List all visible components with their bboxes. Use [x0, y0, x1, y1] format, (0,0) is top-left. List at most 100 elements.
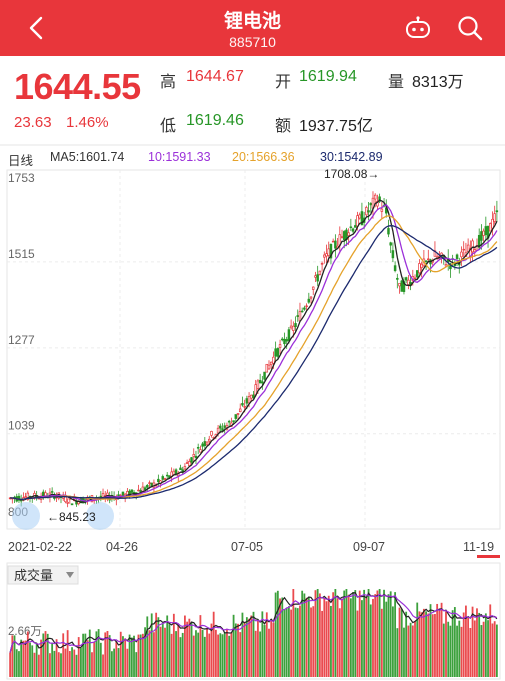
volume-bar — [110, 651, 113, 677]
volume-bar — [230, 632, 233, 677]
candle — [181, 466, 184, 475]
volume-bar — [108, 635, 111, 677]
volume-bar — [234, 623, 237, 677]
volume-bar — [31, 645, 34, 677]
volume-bar — [126, 648, 129, 677]
volume-bar — [429, 604, 432, 677]
volume-bar — [403, 627, 405, 677]
volume-bar — [60, 653, 62, 677]
last-price: 1644.55 — [14, 66, 141, 107]
volume-bar — [456, 625, 458, 677]
volume-selector[interactable]: 成交量 — [7, 565, 79, 585]
volume-bar — [372, 598, 374, 677]
volume-bar — [75, 654, 78, 677]
candle — [26, 490, 30, 501]
volume-bar — [195, 630, 197, 677]
volume-bar — [411, 625, 414, 677]
candle — [360, 202, 364, 226]
volume-bar — [418, 611, 421, 677]
volume-bar — [259, 631, 262, 677]
candle — [289, 319, 293, 330]
candle — [325, 244, 328, 264]
volume-bar — [186, 621, 189, 677]
volume-bar — [221, 634, 224, 677]
volume-bar — [82, 633, 85, 677]
candle — [475, 238, 479, 251]
volume-bar — [206, 628, 208, 677]
volume-bar — [281, 597, 284, 677]
robot-assistant-icon[interactable] — [405, 16, 431, 40]
volume-bar — [431, 614, 434, 677]
volume-bar — [389, 591, 392, 677]
candle — [305, 303, 308, 311]
volume-bar — [491, 623, 494, 677]
volume-chart[interactable]: 成交量 2.66万 — [0, 559, 505, 681]
candle — [225, 422, 229, 431]
back-icon[interactable] — [22, 14, 50, 42]
candle — [66, 498, 69, 508]
title-bar: 锂电池 885710 — [0, 0, 505, 56]
candle — [199, 445, 202, 453]
volume-bar — [487, 620, 489, 677]
volume-bar — [40, 639, 42, 677]
volume-bar — [102, 654, 104, 677]
volume-bar — [391, 606, 394, 677]
candle — [334, 234, 337, 258]
volume-bar — [26, 631, 29, 677]
candle — [320, 261, 324, 272]
low-marker-left[interactable] — [12, 502, 40, 530]
candle — [227, 419, 231, 428]
volume-bar — [478, 612, 481, 677]
period-label[interactable]: 日线 — [8, 154, 34, 168]
candle — [407, 275, 410, 290]
low-marker-right[interactable] — [86, 502, 114, 530]
candle — [188, 458, 191, 467]
volume-bar — [199, 615, 202, 677]
volume-bar — [170, 633, 173, 677]
candle — [17, 493, 21, 504]
volume-bar — [465, 605, 467, 677]
candle — [241, 396, 244, 407]
volume-bar — [228, 635, 231, 677]
volume-value: 8313万 — [412, 74, 464, 91]
volume-bar — [42, 633, 45, 677]
volume-bar — [425, 611, 427, 677]
candle — [367, 201, 370, 221]
volume-bar — [153, 632, 155, 677]
candle — [203, 437, 207, 451]
volume-bar — [161, 623, 164, 677]
volume-bar — [243, 621, 246, 677]
volume-bar — [374, 594, 377, 677]
volume-bar — [172, 613, 175, 677]
search-icon[interactable] — [456, 14, 484, 42]
volume-bar — [20, 639, 23, 677]
volume-bar — [476, 608, 478, 677]
volume-bar — [133, 635, 135, 677]
volume-bar — [250, 615, 253, 677]
volume-bar — [292, 589, 295, 677]
volume-bar — [84, 633, 87, 677]
candlestick-chart[interactable]: 1753151512771039800 1708.08→ ←845.23 — [0, 168, 505, 538]
ma5-value: MA5:1601.74 — [50, 150, 125, 164]
min-annotation: ←845.23 — [47, 510, 96, 524]
volume-bar — [347, 594, 350, 677]
x-tick-label: 07-05 — [231, 540, 263, 554]
volume-bar — [365, 596, 368, 677]
candle — [300, 307, 304, 313]
volume-bar — [86, 640, 89, 677]
volume-bar — [135, 652, 138, 677]
candle — [493, 205, 496, 225]
volume-bar — [148, 630, 151, 677]
volume-bar — [9, 652, 12, 677]
volume-bar — [358, 590, 361, 677]
volume-bar — [128, 634, 131, 677]
volume-bar — [155, 612, 158, 677]
candle — [278, 339, 282, 354]
volume-bar — [447, 621, 450, 677]
ma30-value: 30:1542.89 — [320, 150, 383, 164]
volume-bar — [299, 605, 301, 677]
x-tick-label: 2021-02-22 — [8, 540, 72, 554]
volume-bar — [272, 622, 275, 677]
volume-bar — [334, 589, 337, 677]
volume-bar — [279, 598, 281, 677]
